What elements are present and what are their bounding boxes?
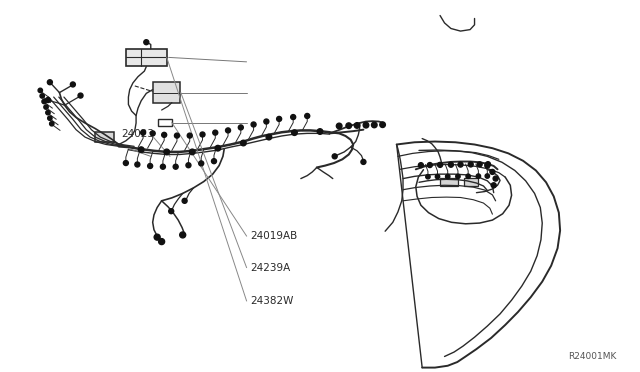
Circle shape [251, 122, 256, 127]
Circle shape [266, 134, 272, 140]
Text: 24019AB: 24019AB [250, 231, 297, 241]
Circle shape [47, 116, 52, 121]
Bar [126, 49, 168, 65]
Text: 24382W: 24382W [250, 296, 293, 306]
Circle shape [426, 174, 430, 179]
Circle shape [238, 125, 243, 130]
Circle shape [173, 164, 178, 169]
Circle shape [159, 238, 164, 244]
Circle shape [380, 122, 385, 128]
Circle shape [363, 122, 369, 128]
Circle shape [292, 130, 297, 135]
Circle shape [44, 105, 48, 109]
Circle shape [180, 232, 186, 238]
Circle shape [468, 162, 473, 167]
Circle shape [337, 123, 342, 129]
Circle shape [162, 132, 166, 137]
Circle shape [161, 164, 165, 169]
Circle shape [47, 80, 52, 85]
Circle shape [150, 131, 155, 136]
Circle shape [212, 130, 218, 135]
Circle shape [40, 94, 44, 98]
Circle shape [169, 209, 173, 214]
Bar [95, 132, 115, 141]
Circle shape [361, 160, 366, 164]
Circle shape [186, 163, 191, 168]
Circle shape [200, 132, 205, 137]
Text: 24239A: 24239A [250, 263, 290, 273]
Circle shape [486, 162, 490, 167]
Circle shape [175, 133, 179, 138]
Circle shape [371, 122, 377, 128]
Circle shape [476, 174, 481, 178]
Circle shape [419, 163, 424, 168]
Circle shape [154, 234, 160, 240]
Circle shape [456, 174, 460, 179]
Circle shape [164, 149, 170, 155]
Circle shape [141, 130, 145, 135]
Circle shape [276, 116, 282, 121]
Circle shape [49, 122, 54, 126]
Circle shape [189, 149, 195, 155]
Text: R24001MK: R24001MK [568, 352, 617, 361]
Bar [465, 178, 478, 186]
Circle shape [435, 174, 440, 179]
Circle shape [346, 123, 351, 128]
Circle shape [291, 115, 296, 119]
Circle shape [45, 97, 51, 103]
Circle shape [355, 123, 360, 128]
Circle shape [490, 169, 495, 174]
Bar [440, 178, 458, 186]
Circle shape [428, 163, 433, 167]
Circle shape [477, 162, 482, 167]
Circle shape [241, 140, 246, 146]
Circle shape [124, 161, 129, 166]
Circle shape [458, 162, 463, 167]
Circle shape [38, 88, 42, 93]
Bar [153, 82, 179, 103]
Circle shape [78, 93, 83, 98]
Circle shape [493, 176, 498, 181]
Circle shape [148, 164, 152, 169]
Circle shape [317, 129, 323, 134]
Circle shape [445, 174, 450, 179]
Circle shape [332, 154, 337, 159]
Circle shape [70, 82, 76, 87]
Circle shape [211, 159, 216, 164]
Bar [158, 119, 172, 126]
Circle shape [42, 99, 46, 104]
Circle shape [438, 163, 442, 167]
Circle shape [305, 113, 310, 118]
Circle shape [264, 119, 269, 124]
Circle shape [182, 198, 187, 203]
Circle shape [492, 183, 496, 188]
Circle shape [466, 174, 470, 179]
Circle shape [199, 161, 204, 166]
Circle shape [135, 162, 140, 167]
Circle shape [449, 162, 453, 167]
Circle shape [45, 110, 50, 115]
Circle shape [485, 174, 490, 178]
Circle shape [215, 145, 221, 151]
Circle shape [144, 40, 148, 45]
Circle shape [188, 133, 192, 138]
Circle shape [225, 128, 230, 133]
Text: 24023: 24023 [121, 129, 154, 139]
Circle shape [138, 147, 144, 153]
Circle shape [485, 163, 490, 168]
